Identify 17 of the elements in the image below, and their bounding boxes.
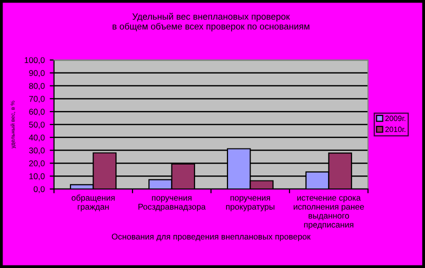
y-tick-label: 60,0	[29, 108, 45, 116]
y-tick-label: 100,0	[24, 57, 45, 64]
x-tick-label: истечение срока исполнения ранее выданного предписания	[294, 196, 364, 230]
x-tick-label: поручения Росздравнадзора	[138, 196, 206, 212]
x-tick-label: поручения прокуратуры	[226, 196, 274, 212]
chart-title: Удельный вес внеплановых проверок в общем объеме всех проверок по основаниям	[112, 12, 310, 32]
x-axis-title: Основания для проведения внеплановых проверок	[112, 234, 311, 242]
y-tick-label: 70,0	[29, 96, 45, 103]
y-tick-label: 90,0	[29, 70, 45, 77]
y-tick-label: 10,0	[29, 173, 45, 180]
y-tick-label: 0,0	[34, 186, 45, 194]
y-tick-label: 20,0	[29, 160, 45, 168]
x-tick-label: обращения граждан	[72, 194, 115, 212]
y-tick-label: 80,0	[29, 83, 45, 90]
y-tick-label: 50,0	[29, 122, 45, 129]
y-tick-label: 30,0	[29, 148, 45, 154]
y-tick-label: 40,0	[28, 134, 45, 142]
